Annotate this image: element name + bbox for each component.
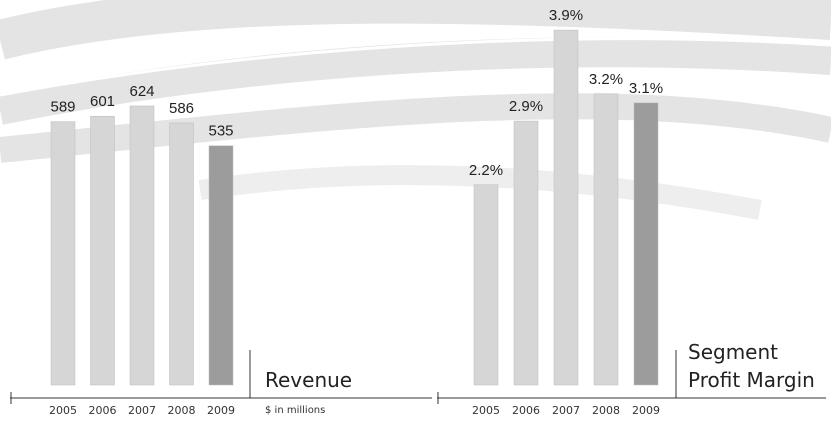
bar <box>633 102 659 386</box>
value-label: 601 <box>90 93 115 110</box>
bar <box>513 120 539 386</box>
chart-subtitle: $ in millions <box>265 405 326 416</box>
value-label: 535 <box>208 123 233 140</box>
x-tick-label: 2005 <box>472 404 500 417</box>
value-label: 586 <box>169 100 194 117</box>
bar <box>90 116 115 386</box>
x-tick-label: 2009 <box>207 404 235 417</box>
bar <box>169 122 194 386</box>
value-label: 624 <box>129 83 154 100</box>
x-tick-label: 2006 <box>89 404 117 417</box>
x-tick-label: 2008 <box>592 404 620 417</box>
bar <box>129 105 155 386</box>
value-label: 2.9% <box>509 98 543 115</box>
x-tick-label: 2009 <box>632 404 660 417</box>
bar <box>50 121 76 386</box>
chart-title: Segment Profit Margin <box>688 340 815 392</box>
x-tick-label: 2006 <box>512 404 540 417</box>
bar <box>593 93 619 386</box>
x-tick-label: 2007 <box>128 404 156 417</box>
x-tick-label: 2007 <box>552 404 580 417</box>
bar <box>473 184 499 386</box>
chart-title: Revenue <box>265 368 353 392</box>
value-label: 589 <box>50 99 75 116</box>
value-label: 3.2% <box>589 71 623 88</box>
background-swoosh <box>0 0 831 220</box>
x-tick-label: 2005 <box>49 404 77 417</box>
value-label: 2.2% <box>469 162 503 179</box>
value-label: 3.1% <box>629 80 663 97</box>
bar <box>208 145 234 386</box>
value-label: 3.9% <box>549 7 583 24</box>
x-tick-label: 2008 <box>168 404 196 417</box>
bar <box>553 29 579 386</box>
